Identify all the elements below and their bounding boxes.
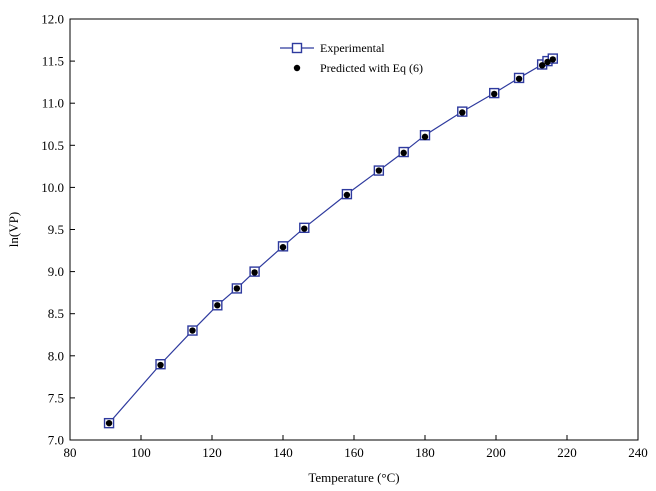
predicted-point <box>515 75 523 82</box>
predicted-point <box>279 243 287 251</box>
y-tick-label: 12.0 <box>41 12 64 27</box>
y-tick-label: 11.0 <box>42 96 64 111</box>
plot-frame <box>69 18 639 441</box>
y-tick-label: 7.0 <box>48 433 64 448</box>
predicted-point <box>400 149 407 157</box>
predicted-point <box>301 225 308 232</box>
x-axis-label: Temperature (°C) <box>308 470 399 485</box>
legend-predicted-label: Predicted with Eq (6) <box>320 61 423 75</box>
predicted-point <box>233 285 241 292</box>
legend-experimental-label: Experimental <box>320 41 385 55</box>
x-tick-label: 220 <box>557 445 577 460</box>
predicted-point <box>214 302 221 309</box>
x-tick-label: 240 <box>628 445 648 460</box>
predicted-point <box>538 62 546 69</box>
y-axis-label: ln(VP) <box>6 212 21 247</box>
predicted-point <box>549 56 556 63</box>
y-tick-label: 9.5 <box>48 222 64 237</box>
experimental-line <box>108 58 554 424</box>
predicted-point <box>105 419 113 427</box>
x-tick-label: 160 <box>344 445 364 460</box>
plot-area <box>69 18 639 441</box>
x-tick-label: 100 <box>131 445 151 460</box>
y-tick-label: 10.5 <box>41 138 64 153</box>
x-tick-label: 180 <box>415 445 435 460</box>
y-tick-label: 10.0 <box>41 180 64 195</box>
predicted-point <box>343 191 351 199</box>
predicted-point <box>544 58 551 66</box>
x-tick-label: 120 <box>202 445 222 460</box>
y-tick-label: 8.0 <box>48 348 64 363</box>
predicted-point <box>459 109 466 116</box>
predicted-point <box>251 269 258 276</box>
y-tick-label: 8.5 <box>48 306 64 321</box>
y-tick-label: 11.5 <box>42 54 64 69</box>
y-tick-label: 7.5 <box>48 390 64 405</box>
legend-experimental-marker <box>291 42 303 54</box>
predicted-point <box>421 133 429 141</box>
legend-predicted-marker <box>293 64 301 72</box>
predicted-point <box>157 361 164 369</box>
predicted-point <box>375 167 383 174</box>
legend: Experimental Predicted with Eq (6) <box>280 41 423 75</box>
x-tick-label: 140 <box>273 445 293 460</box>
predicted-point <box>491 90 498 98</box>
series-layer <box>103 53 558 429</box>
axis-ticks: 80 100 120 140 160 180 200 220 240 7.0 7.5 8.0 8.5 9.… <box>41 12 648 461</box>
x-tick-label: 200 <box>486 445 506 460</box>
x-tick-label: 80 <box>64 445 77 460</box>
predicted-point <box>189 327 196 334</box>
y-tick-label: 9.0 <box>48 264 64 279</box>
